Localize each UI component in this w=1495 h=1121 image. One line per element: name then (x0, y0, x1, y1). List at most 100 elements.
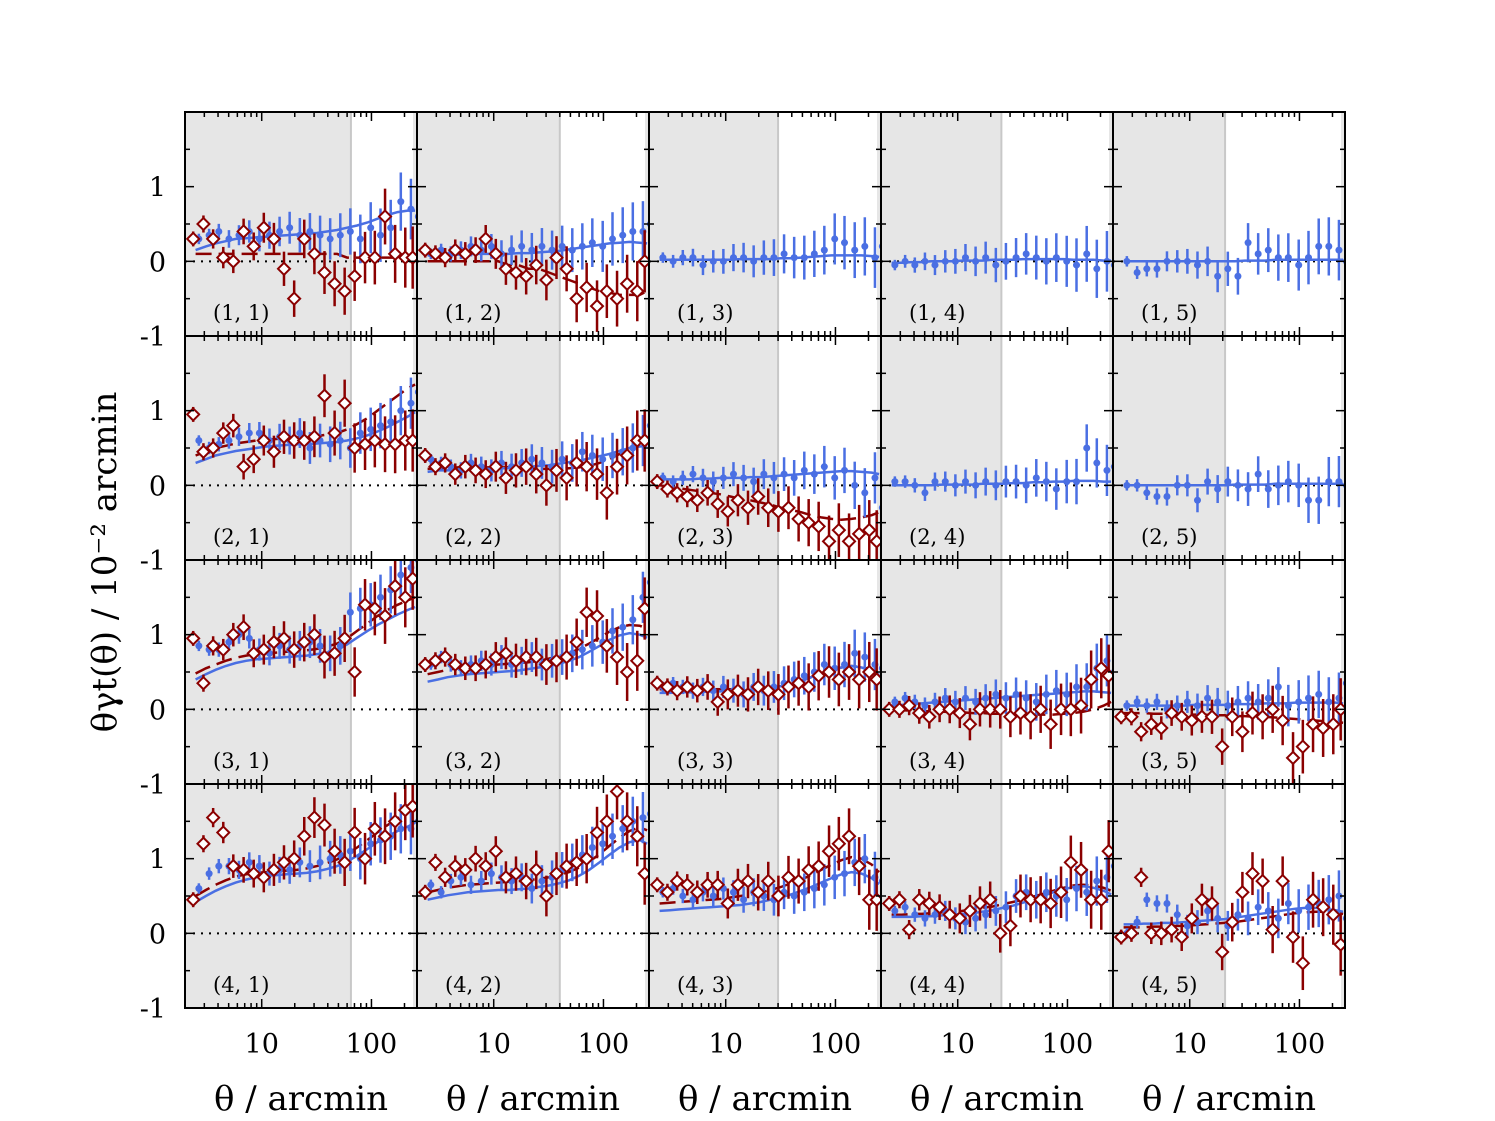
blue-point (1163, 493, 1171, 501)
excluded-scale-region (417, 112, 560, 336)
y-tick-label: 0 (149, 919, 166, 950)
blue-point (1214, 698, 1222, 706)
blue-point (1022, 250, 1030, 258)
blue-point (316, 231, 324, 239)
blue-point (1305, 496, 1313, 504)
red-diamond-point (770, 504, 786, 519)
red-diamond-point (932, 899, 948, 915)
red-diamond-point (478, 466, 494, 482)
red-diamond-point (609, 784, 625, 799)
red-diamond-point (619, 276, 635, 292)
red-diamond-point (1214, 739, 1230, 755)
blue-point (891, 261, 899, 269)
blue-point (467, 881, 475, 889)
red-diamond-point (508, 866, 524, 882)
red-diamond-point (377, 436, 393, 452)
blue-point (931, 261, 939, 269)
red-diamond-point (760, 683, 776, 699)
red-diamond-point (1053, 884, 1069, 900)
blue-point (1305, 694, 1313, 702)
panel-ticks (1112, 560, 1345, 785)
blue-point (538, 877, 546, 885)
red-diamond-point (205, 810, 221, 826)
red-diamond-point (1174, 709, 1190, 725)
blue-point (851, 481, 859, 489)
red-diamond-point (740, 686, 756, 702)
red-diamond-point (811, 858, 827, 874)
blue-point (195, 885, 203, 893)
blue-point (750, 478, 758, 486)
red-diamond-point (1063, 854, 1079, 870)
blue-point (1295, 481, 1303, 489)
blue-point (387, 224, 395, 232)
red-diamond-point (327, 843, 343, 859)
red-diamond-point (660, 481, 675, 497)
red-diamond-point (266, 634, 282, 650)
blue-point (1264, 485, 1272, 493)
blue-point (911, 481, 919, 489)
blue-point (1284, 254, 1292, 262)
red-diamond-point (811, 668, 827, 684)
red-diamond-point (1204, 709, 1220, 725)
red-diamond-point (589, 608, 605, 624)
red-diamond-point (417, 657, 433, 672)
blue-point (851, 649, 859, 657)
blue-point (911, 911, 919, 919)
blue-point (800, 466, 808, 474)
blue-point (1183, 922, 1191, 930)
blue-point (1153, 265, 1161, 273)
red-diamond-point (660, 679, 675, 695)
red-diamond-point (609, 459, 625, 475)
red-diamond-point (1113, 929, 1129, 945)
red-diamond-point (1023, 709, 1039, 725)
red-diamond-point (992, 701, 1008, 717)
x-axis-label: θ / arcmin (1142, 1079, 1316, 1119)
red-diamond-point (215, 642, 231, 658)
blue-point (1002, 903, 1010, 911)
panel-label: (2, 4) (909, 525, 965, 549)
blue-point (810, 250, 818, 258)
blue-point (992, 481, 1000, 489)
red-diamond-point (196, 836, 211, 852)
red-diamond-point (770, 888, 786, 904)
x-tick-label: 100 (1042, 1029, 1094, 1060)
red-diamond-point (468, 242, 484, 258)
red-diamond-point (901, 922, 917, 938)
blue-point (1264, 246, 1272, 254)
panel-1-3: (1, 3) (648, 111, 882, 337)
panel-1-4: (1, 4) (880, 111, 1114, 337)
red-diamond-point (276, 630, 292, 646)
blue-point (1012, 690, 1020, 698)
blue-point (286, 224, 294, 232)
blue-point (1284, 478, 1292, 486)
blue-point (831, 474, 839, 482)
blue-point (982, 478, 990, 486)
blue-point (1342, 679, 1345, 687)
blue-point (387, 418, 395, 426)
blue-point (407, 205, 415, 213)
red-diamond-point (901, 698, 917, 714)
blue-point (851, 246, 859, 254)
blue-point (1083, 683, 1091, 691)
blue-point (719, 683, 727, 691)
red-diamond-point (791, 675, 807, 691)
blue-point (1083, 888, 1091, 896)
blue-point (1295, 698, 1303, 706)
blue-point (276, 227, 284, 235)
red-diamond-point (1184, 910, 1200, 926)
red-diamond-point (599, 638, 615, 654)
red-diamond-point (246, 866, 262, 882)
panel-frame (1112, 783, 1346, 1009)
red-diamond-point (861, 664, 877, 680)
blue-point (1224, 478, 1232, 486)
blue-point (437, 888, 445, 896)
blue-point (316, 858, 324, 866)
y-tick-labels: -1 0 1 -1 0 1 -1 0 1 -1 0 1 (140, 173, 166, 1025)
red-diamond-point (317, 265, 332, 280)
blue-point (356, 235, 364, 243)
x-tick-label: 100 (1274, 1029, 1326, 1060)
red-diamond-point (367, 601, 383, 616)
blue-point (1234, 481, 1242, 489)
blue-point (367, 425, 375, 433)
y-tick-label: 0 (149, 695, 166, 726)
